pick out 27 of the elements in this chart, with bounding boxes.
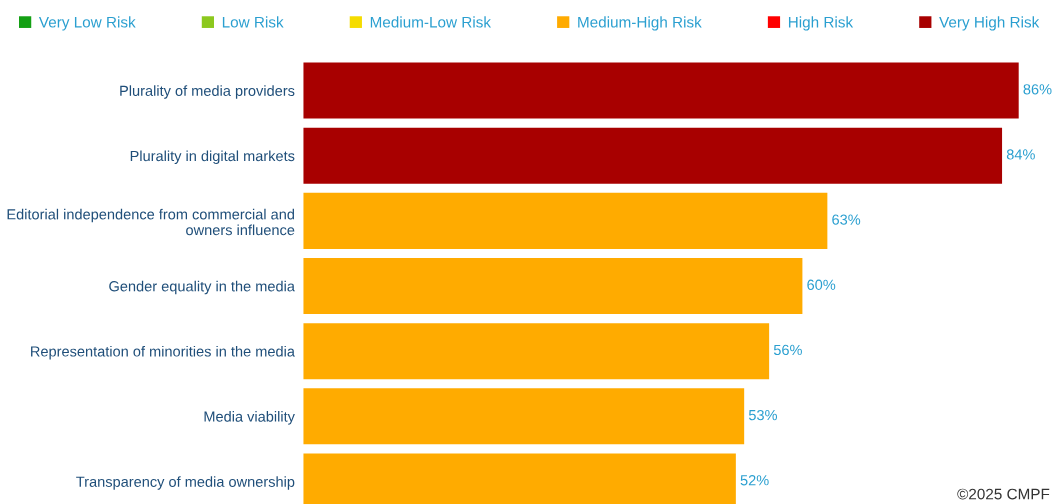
legend-label: Very Low Risk [38, 16, 136, 31]
legend-label: Very High Risk [939, 16, 1040, 31]
y-tick-label: Gender equality in the media [109, 280, 295, 295]
bar [303, 62, 1019, 119]
legend-label: Low Risk [222, 16, 284, 28]
annotation: ©2025 CMPF [957, 488, 1050, 500]
data-label: 86% [1023, 84, 1052, 95]
bar [303, 127, 1003, 184]
bar [303, 323, 770, 380]
y-tick-label: Representation of minorities in the media [31, 345, 295, 360]
y-tick-label: Media viability [204, 411, 295, 425]
y-tick-label: Transparency of media ownership [76, 476, 295, 490]
data-label: 60% [807, 279, 836, 290]
bar [303, 192, 828, 249]
legend-label: Medium-High Risk [578, 16, 702, 31]
y-tick-label: Editorial independence from commercial and owners influence [7, 208, 295, 236]
legend-label: High Risk [788, 16, 854, 31]
data-label: 53% [748, 409, 778, 421]
data-label: 63% [832, 214, 861, 225]
legend-label: Medium-Low Risk [370, 16, 492, 28]
data-label: 56% [773, 344, 802, 356]
y-tick-label: Plurality of media providers [120, 85, 295, 99]
data-label: 52% [740, 475, 769, 486]
y-tick-label: Plurality in digital markets [130, 150, 295, 165]
bar [303, 388, 745, 445]
data-label: 84% [1006, 149, 1035, 160]
bar [303, 258, 803, 315]
